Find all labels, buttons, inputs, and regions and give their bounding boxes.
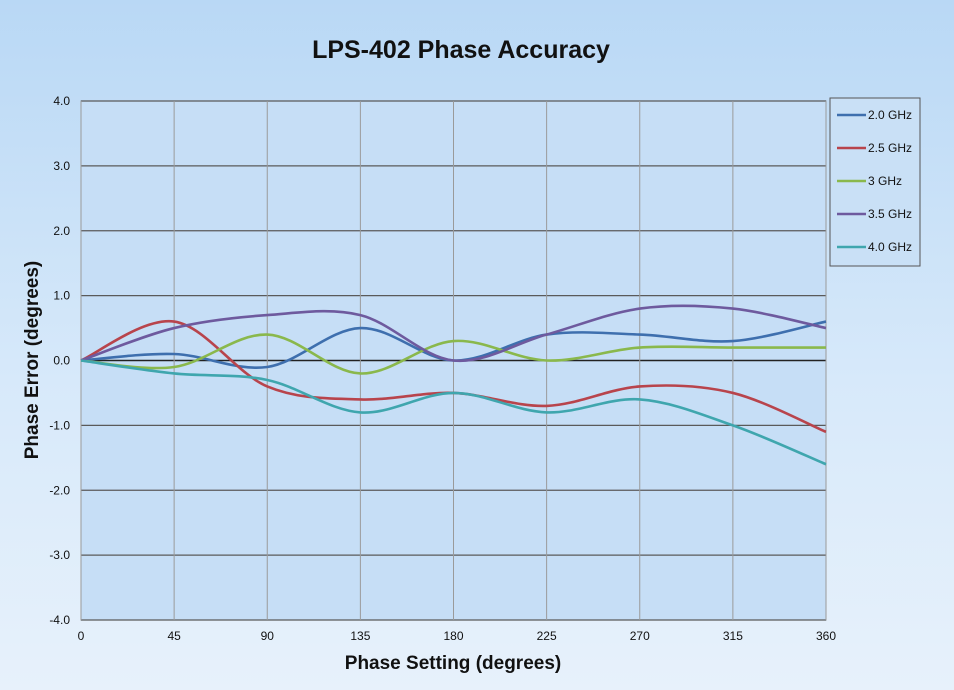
- y-axis-title: Phase Error (degrees): [22, 261, 43, 460]
- y-tick-label: 4.0: [53, 94, 70, 108]
- x-tick-label: 0: [78, 629, 85, 643]
- legend-label: 2.5 GHz: [868, 141, 912, 155]
- legend: 2.0 GHz 2.5 GHz 3 GHz 3.5 GHz 4.0 GHz: [829, 97, 921, 267]
- x-tick-label: 270: [630, 629, 650, 643]
- legend-label: 3.5 GHz: [868, 207, 912, 221]
- x-tick-label: 180: [443, 629, 463, 643]
- x-tick-label: 315: [723, 629, 743, 643]
- series-line-3-5-ghz: [80, 304, 827, 363]
- x-axis-title: Phase Setting (degrees): [345, 653, 561, 674]
- x-tick-label: 360: [816, 629, 836, 643]
- y-tick-label: -2.0: [49, 483, 70, 497]
- series-lines: [80, 304, 827, 466]
- x-axis-ticks: 0 45 90 135 180 225 270 315 360: [78, 629, 837, 643]
- legend-label: 4.0 GHz: [868, 240, 912, 254]
- y-tick-label: 3.0: [53, 159, 70, 173]
- y-tick-label: -3.0: [49, 548, 70, 562]
- x-tick-label: 225: [537, 629, 557, 643]
- x-tick-label: 90: [261, 629, 275, 643]
- chart-title: LPS-402 Phase Accuracy: [312, 36, 610, 64]
- legend-label: 2.0 GHz: [868, 108, 912, 122]
- y-tick-label: 2.0: [53, 224, 70, 238]
- y-tick-label: 0.0: [53, 354, 70, 368]
- y-tick-label: -1.0: [49, 418, 70, 432]
- y-tick-label: -4.0: [49, 613, 70, 627]
- x-tick-label: 135: [350, 629, 370, 643]
- legend-label: 3 GHz: [868, 174, 902, 188]
- series-line-3-ghz: [80, 333, 826, 375]
- y-axis-ticks: 4.0 3.0 2.0 1.0 0.0 -1.0 -2.0 -3.0 -4.0: [49, 94, 70, 627]
- x-tick-label: 45: [167, 629, 181, 643]
- series-line-4-0-ghz: [80, 359, 827, 466]
- y-tick-label: 1.0: [53, 289, 70, 303]
